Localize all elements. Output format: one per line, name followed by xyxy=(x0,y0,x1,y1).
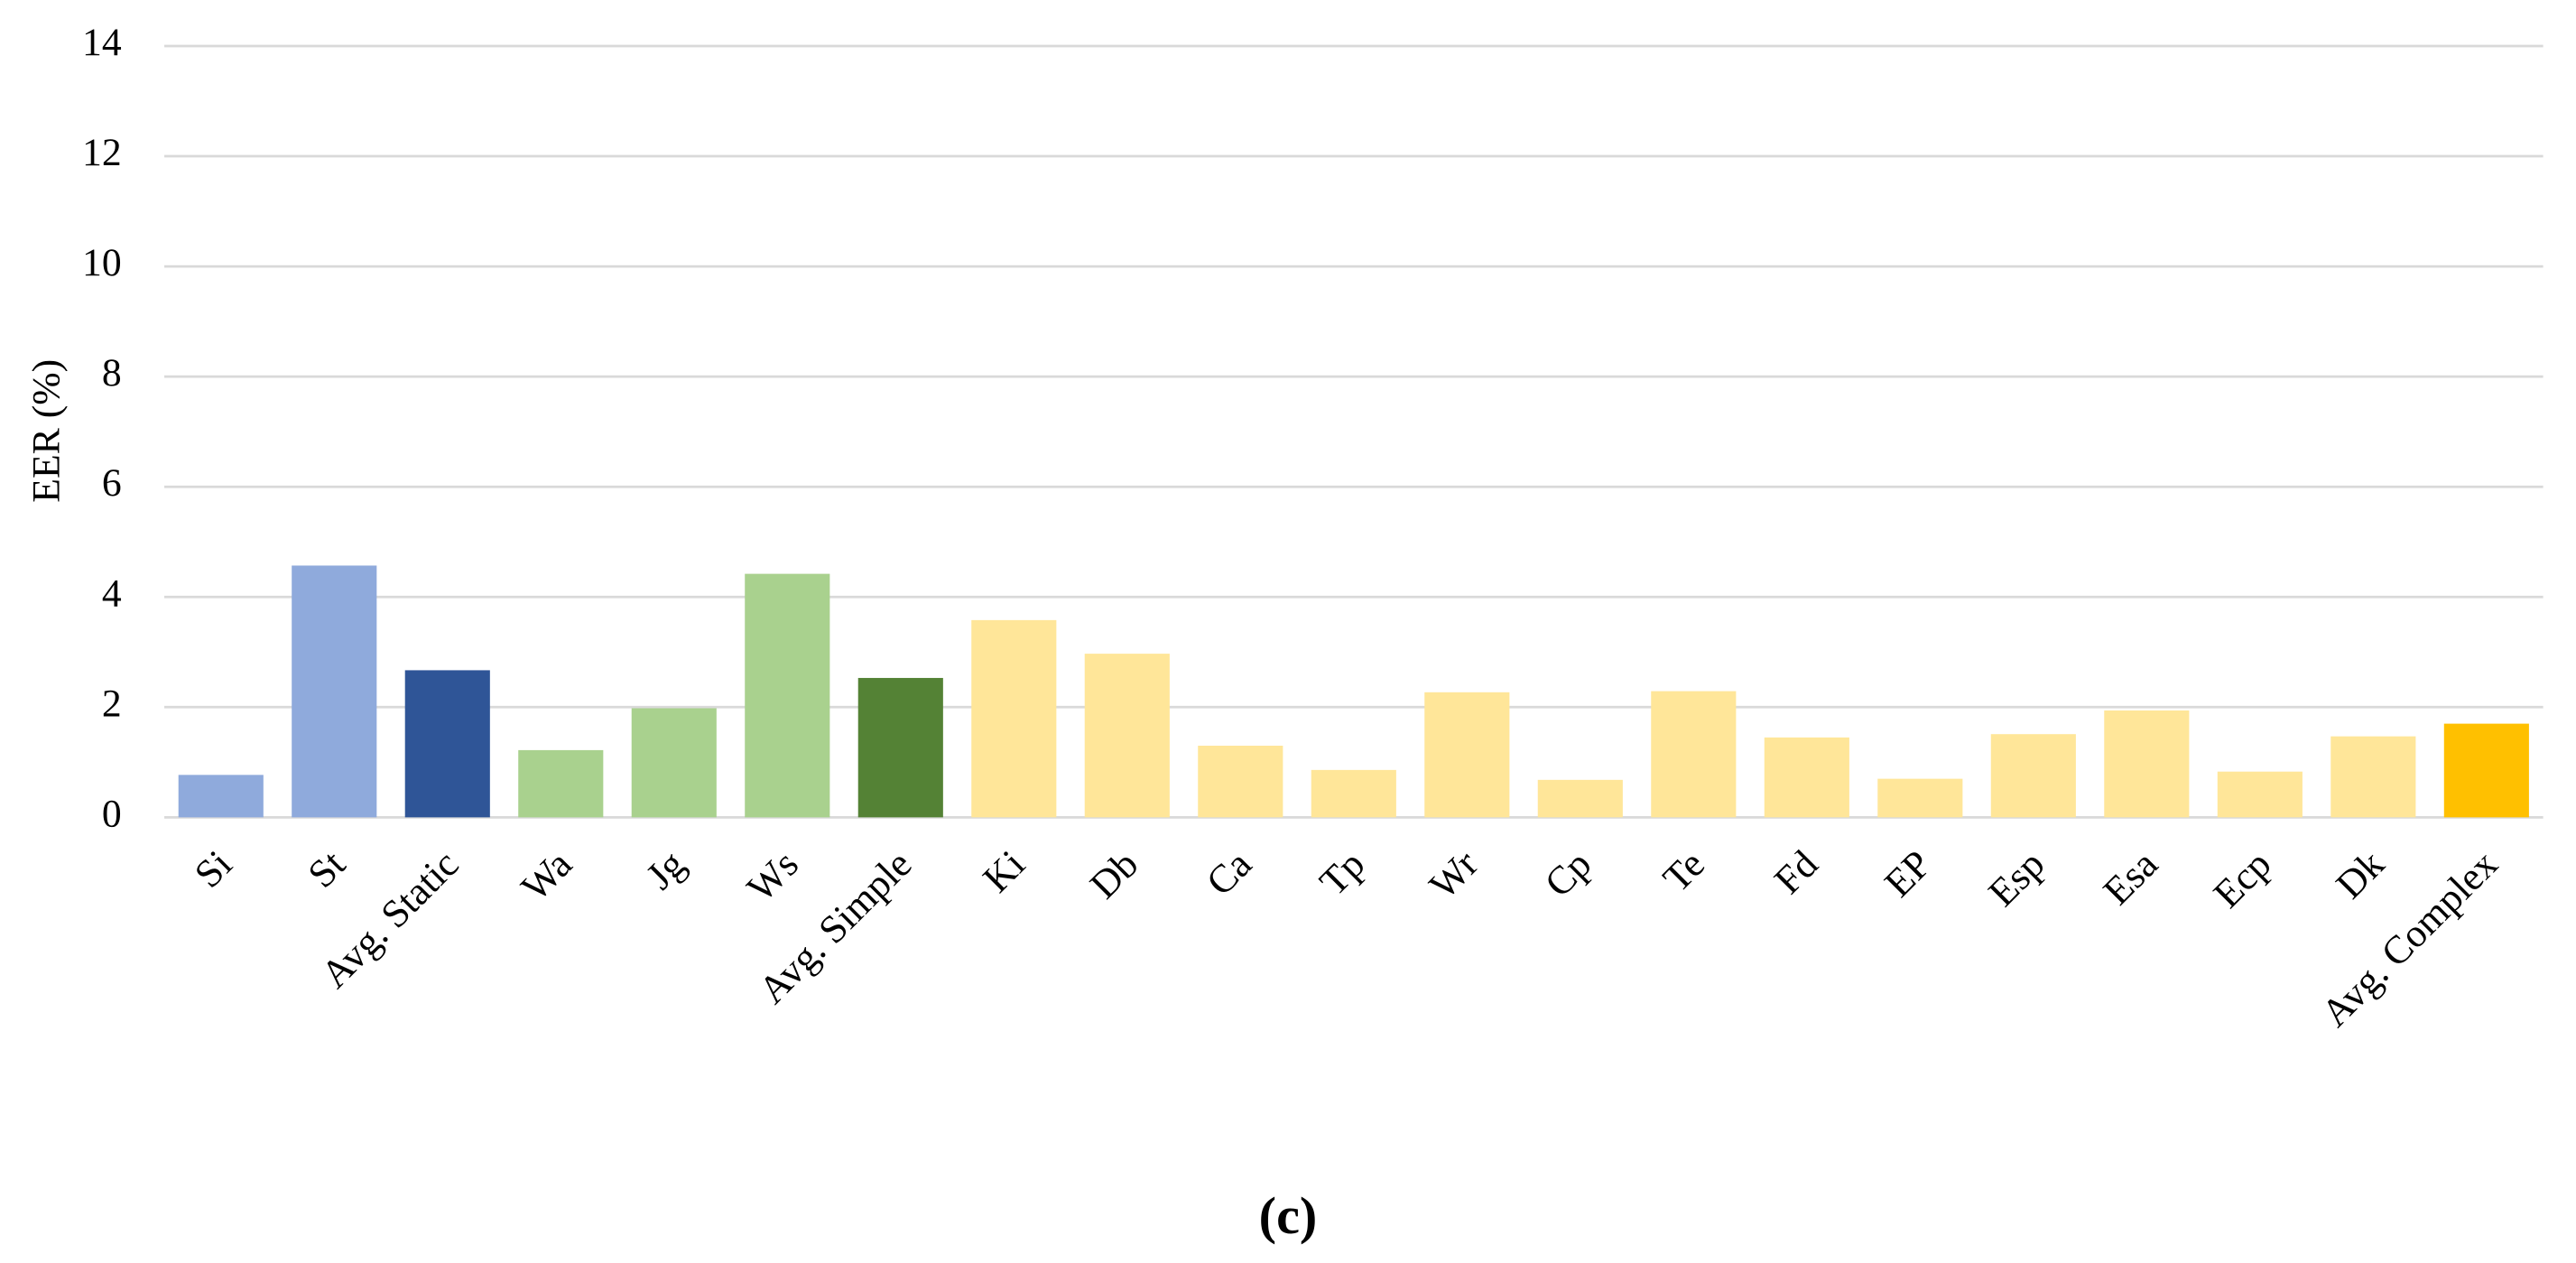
bar xyxy=(2330,736,2416,818)
bar xyxy=(631,708,717,818)
y-tick-label: 2 xyxy=(102,682,122,725)
y-tick-label: 14 xyxy=(82,21,122,64)
bar xyxy=(1424,692,1510,818)
y-tick-label: 4 xyxy=(102,571,122,615)
y-tick-label: 10 xyxy=(82,241,122,284)
x-tick-label: Te xyxy=(1655,842,1713,900)
bar xyxy=(2443,723,2529,818)
y-tick-label: 8 xyxy=(102,351,122,395)
y-axis-label: EER (%) xyxy=(25,359,69,503)
bar xyxy=(2217,771,2303,818)
bar xyxy=(1651,691,1737,818)
bar xyxy=(178,775,264,818)
bar xyxy=(2104,710,2190,818)
bar xyxy=(1311,769,1396,818)
bar xyxy=(971,619,1057,818)
bar xyxy=(1537,779,1623,818)
bar xyxy=(1198,746,1283,818)
x-tick-label: Dk xyxy=(2328,842,2393,907)
x-tick-label: Fd xyxy=(1766,842,1827,903)
bar xyxy=(292,565,377,818)
x-tick-label: Wa xyxy=(514,842,580,909)
x-tick-label: Esa xyxy=(2095,842,2166,914)
bar xyxy=(1084,654,1170,818)
x-tick-label: Esp xyxy=(1980,842,2052,915)
x-tick-label: Si xyxy=(187,842,241,896)
x-tick-label: Cp xyxy=(1536,842,1599,905)
caption: (c) xyxy=(1259,1186,1318,1245)
x-tick-label: Ca xyxy=(1199,842,1260,904)
bar xyxy=(1990,734,2076,818)
x-tick-label: Tp xyxy=(1311,842,1373,904)
x-tick-label: EP xyxy=(1876,842,1940,905)
bar xyxy=(745,573,830,818)
bar xyxy=(1877,778,1963,818)
y-tick-label: 12 xyxy=(82,131,122,174)
bar xyxy=(518,749,604,818)
y-tick-label: 0 xyxy=(102,792,122,835)
x-tick-label: Ws xyxy=(739,842,807,910)
y-tick-label: 6 xyxy=(102,461,122,505)
bar xyxy=(404,670,490,818)
bar xyxy=(1764,737,1849,818)
x-tick-label: Wr xyxy=(1422,842,1487,907)
x-tick-label: St xyxy=(300,842,354,896)
x-tick-label: Jg xyxy=(638,842,693,898)
bar xyxy=(857,677,943,818)
x-tick-label: Ecp xyxy=(2206,842,2280,916)
x-tick-label: Ki xyxy=(975,842,1033,901)
x-tick-label: Db xyxy=(1082,842,1147,907)
